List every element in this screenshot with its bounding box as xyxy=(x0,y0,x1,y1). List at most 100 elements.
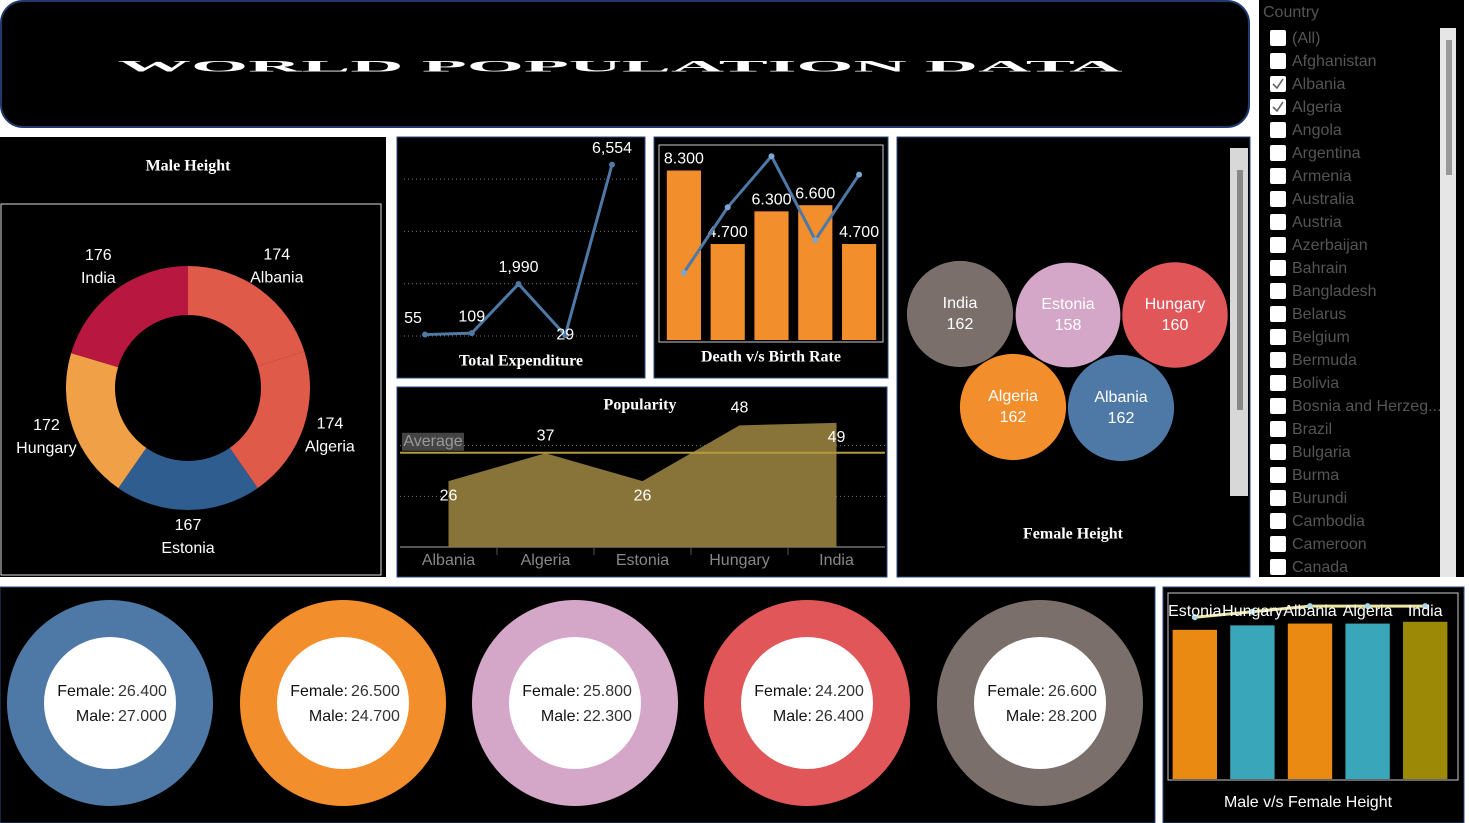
filter-option[interactable]: Albania xyxy=(1292,76,1345,93)
filter-option[interactable]: Belgium xyxy=(1292,329,1350,346)
slice-value: 174 xyxy=(317,416,344,433)
checkbox[interactable] xyxy=(1270,260,1286,276)
filter-option[interactable]: Argentina xyxy=(1292,145,1361,162)
checkbox[interactable] xyxy=(1270,53,1286,69)
x-tick-label: Algeria xyxy=(521,552,571,569)
filter-option[interactable]: Azerbaijan xyxy=(1292,237,1368,254)
checkbox[interactable] xyxy=(1270,467,1286,483)
donut-slice xyxy=(229,351,310,489)
kpi-label: Female: xyxy=(754,683,812,700)
filter-option[interactable]: Bahrain xyxy=(1292,260,1347,277)
checkbox[interactable] xyxy=(1270,375,1286,391)
x-tick-label: Estonia xyxy=(616,552,669,569)
filter-option[interactable]: Angola xyxy=(1292,122,1342,139)
donut-slice xyxy=(188,266,305,367)
donut-slice xyxy=(71,266,188,368)
bubble xyxy=(1015,262,1121,368)
point xyxy=(1307,603,1313,610)
kpi-value: 28.200 xyxy=(1048,708,1097,725)
checkbox[interactable] xyxy=(1270,352,1286,368)
checkbox[interactable] xyxy=(1270,76,1286,92)
filter-option[interactable]: Afghanistan xyxy=(1292,53,1377,70)
bubble-label: India xyxy=(943,295,978,312)
kpi-value: 22.300 xyxy=(583,708,632,725)
checkbox[interactable] xyxy=(1270,214,1286,230)
kpi-label: Male: xyxy=(541,708,580,725)
value-label: 37 xyxy=(537,427,555,444)
point xyxy=(680,269,687,276)
filter-option[interactable]: Bulgaria xyxy=(1292,444,1351,461)
filter-option[interactable]: Brazil xyxy=(1292,421,1332,438)
checkbox[interactable] xyxy=(1270,145,1286,161)
checkbox[interactable] xyxy=(1270,398,1286,414)
filter-option[interactable]: Armenia xyxy=(1292,168,1352,185)
title-panel xyxy=(0,0,1250,128)
checkbox[interactable] xyxy=(1270,490,1286,506)
filter-option[interactable]: Bosnia and Herzeg... xyxy=(1292,398,1441,415)
filter-option[interactable]: Australia xyxy=(1292,191,1354,208)
value-label: 55 xyxy=(404,310,422,327)
checkbox[interactable] xyxy=(1270,329,1286,345)
value-label: 1,990 xyxy=(498,259,538,276)
point xyxy=(1249,608,1256,615)
bubble-value: 162 xyxy=(1108,410,1135,427)
kpi-center xyxy=(277,637,409,769)
checkbox[interactable] xyxy=(1270,30,1286,46)
slice-label: Hungary xyxy=(16,440,76,457)
checkbox[interactable] xyxy=(1270,99,1286,115)
bubble-label: Albania xyxy=(1094,389,1147,406)
filter-option[interactable]: Austria xyxy=(1292,214,1342,231)
area xyxy=(448,422,837,547)
kpi-value: 24.200 xyxy=(815,683,864,700)
checkbox[interactable] xyxy=(1270,513,1286,529)
filter-option[interactable]: Cambodia xyxy=(1292,513,1365,530)
kpi-value: 25.800 xyxy=(583,683,632,700)
value-label: 109 xyxy=(458,308,485,325)
filter-option[interactable]: Bangladesh xyxy=(1292,283,1377,300)
checkbox[interactable] xyxy=(1270,536,1286,552)
checkbox[interactable] xyxy=(1270,122,1286,138)
filter-option[interactable]: Bolivia xyxy=(1292,375,1339,392)
panel-frame xyxy=(1167,592,1459,781)
bubble-label: Algeria xyxy=(988,388,1038,405)
checkbox[interactable] xyxy=(1270,191,1286,207)
value-label: 6.600 xyxy=(795,185,835,202)
filter-option[interactable]: Burma xyxy=(1292,467,1339,484)
value-label: 8.300 xyxy=(664,151,704,168)
chart-title: Male Height xyxy=(146,158,232,175)
checkbox[interactable] xyxy=(1270,283,1286,299)
point xyxy=(422,331,428,338)
filter-option[interactable]: Burundi xyxy=(1292,490,1347,507)
reference-label: Average xyxy=(403,433,462,450)
checkbox[interactable] xyxy=(1270,306,1286,322)
kpi-label: Male: xyxy=(1006,708,1045,725)
x-tick-label: India xyxy=(1408,603,1443,620)
filter-option[interactable]: (All) xyxy=(1292,30,1320,47)
slice-label: India xyxy=(81,270,116,287)
kpi-center xyxy=(974,637,1106,769)
filter-option[interactable]: Bermuda xyxy=(1292,352,1357,369)
bubble xyxy=(1122,262,1228,368)
filter-option[interactable]: Algeria xyxy=(1292,99,1342,116)
bubble-value: 158 xyxy=(1055,317,1082,334)
checkbox[interactable] xyxy=(1270,421,1286,437)
filter-option[interactable]: Belarus xyxy=(1292,306,1346,323)
slice-label: Algeria xyxy=(305,439,355,456)
checkbox[interactable] xyxy=(1270,444,1286,460)
bar xyxy=(1403,621,1448,779)
checkbox[interactable] xyxy=(1270,559,1286,575)
slice-label: Estonia xyxy=(161,540,214,557)
point xyxy=(1364,603,1371,610)
checkbox[interactable] xyxy=(1270,168,1286,184)
bubble-value: 162 xyxy=(1000,409,1027,426)
kpi-center xyxy=(741,637,873,769)
bubble xyxy=(1067,354,1175,462)
point xyxy=(768,153,775,160)
filter-option[interactable]: Canada xyxy=(1292,559,1348,576)
checkbox[interactable] xyxy=(1270,237,1286,253)
filter-option[interactable]: Cameroon xyxy=(1292,536,1367,553)
kpi-center xyxy=(44,637,176,769)
scroll-thumb[interactable] xyxy=(1237,170,1243,410)
scroll-thumb[interactable] xyxy=(1446,40,1452,175)
